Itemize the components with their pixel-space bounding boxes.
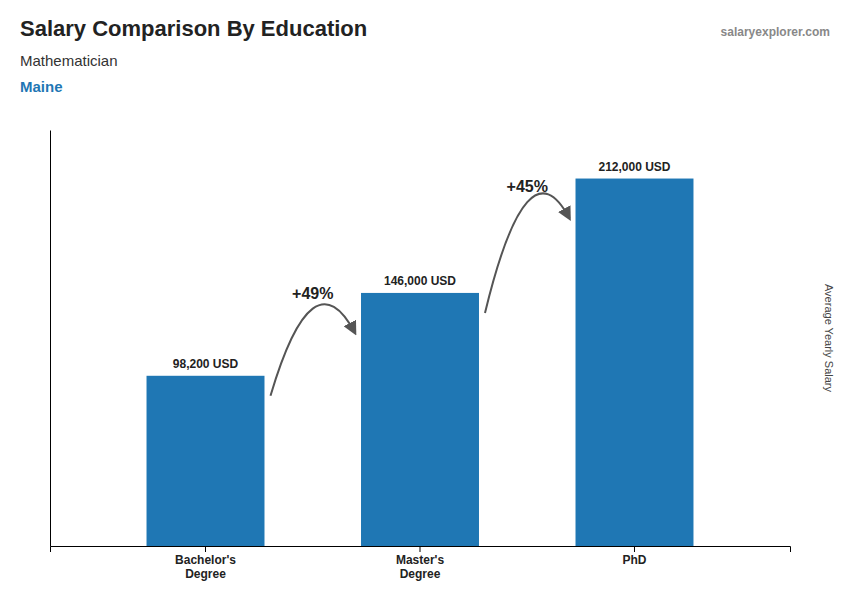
arrow bbox=[270, 304, 355, 396]
x-tick-mark bbox=[205, 546, 206, 552]
x-tick-mark bbox=[634, 546, 635, 552]
data-labels: 98,200 USD 146,000 USD 212,000 USD bbox=[173, 160, 671, 371]
watermark: salaryexplorer.com bbox=[721, 25, 830, 39]
plot: Bachelor'sDegree Master'sDegree PhD 98,200 … bbox=[51, 131, 791, 581]
chart: Salary Comparison By Education Mathematic… bbox=[0, 0, 850, 606]
data-label: 212,000 USD bbox=[598, 160, 670, 174]
x-axis: Bachelor'sDegree Master'sDegree PhD bbox=[51, 546, 791, 581]
title: Salary Comparison By Education bbox=[20, 16, 367, 41]
data-label: 146,000 USD bbox=[384, 274, 456, 288]
x-axis-line bbox=[51, 547, 791, 553]
x-tick: PhD bbox=[622, 546, 646, 567]
x-tick: Master'sDegree bbox=[396, 546, 445, 581]
bars bbox=[147, 179, 694, 546]
x-tick: Bachelor'sDegree bbox=[175, 546, 236, 581]
bar bbox=[361, 293, 479, 546]
x-tick-label: PhD bbox=[622, 553, 646, 567]
x-tick-label: Bachelor'sDegree bbox=[175, 553, 236, 581]
data-label: 98,200 USD bbox=[173, 357, 239, 371]
subtitle: Mathematician bbox=[20, 52, 118, 69]
annotation: +49% bbox=[292, 285, 333, 302]
y-axis-line bbox=[50, 131, 51, 547]
bar bbox=[147, 376, 265, 546]
y-axis-title: Average Yearly Salary bbox=[823, 284, 835, 393]
arrow bbox=[485, 193, 570, 313]
x-tick-mark bbox=[420, 546, 421, 552]
bar bbox=[576, 179, 694, 546]
annotation: +45% bbox=[507, 178, 548, 195]
x-tick-label: Master'sDegree bbox=[396, 553, 445, 581]
y-axis bbox=[50, 131, 51, 547]
annotations: +49% +45% bbox=[270, 178, 569, 396]
location: Maine bbox=[20, 78, 63, 95]
